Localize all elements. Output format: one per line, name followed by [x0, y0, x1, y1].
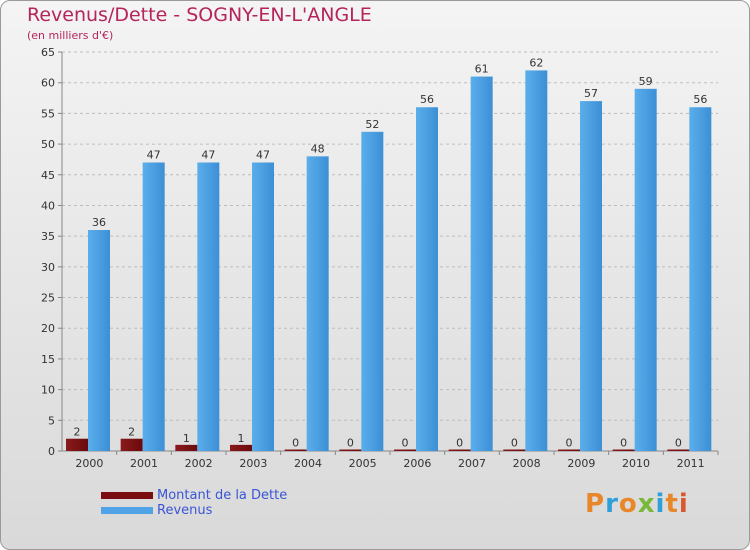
x-tick-label: 2000: [75, 457, 103, 470]
proxiti-logo: Proxiti: [585, 489, 689, 519]
bar-label-revenus: 47: [147, 148, 161, 161]
y-tick-label: 35: [41, 230, 55, 243]
bar-label-revenus: 57: [584, 87, 598, 100]
bar-label-revenus: 52: [365, 118, 379, 131]
y-tick-label: 55: [41, 107, 55, 120]
bar-revenus: [88, 230, 110, 451]
logo-letter: P: [585, 489, 606, 519]
bar-dette: [120, 438, 143, 451]
legend-label-revenus: Revenus: [157, 503, 213, 518]
x-tick-label: 2006: [403, 457, 431, 470]
bar-label-revenus: 47: [201, 148, 215, 161]
bar-dette: [558, 449, 580, 451]
bar-revenus: [361, 131, 384, 452]
logo-letter: x: [637, 489, 656, 519]
x-tick-label: 2001: [130, 457, 158, 470]
bar-revenus: [142, 162, 165, 451]
x-tick-label: 2010: [622, 457, 650, 470]
y-tick-label: 40: [41, 199, 55, 212]
x-tick-label: 2008: [513, 457, 541, 470]
bar-label-revenus: 47: [256, 148, 270, 161]
bar-label-revenus: 59: [639, 75, 653, 88]
bar-label-revenus: 48: [311, 142, 325, 155]
x-tick-label: 2007: [458, 457, 486, 470]
y-tick-label: 25: [41, 292, 55, 305]
bar-label-revenus: 61: [475, 63, 489, 76]
y-tick-label: 5: [48, 414, 55, 427]
bar-revenus: [252, 162, 274, 451]
bar-revenus: [197, 162, 220, 451]
bar-label-dette: 0: [620, 437, 627, 450]
logo-letter: i: [678, 489, 689, 519]
bar-label-revenus: 36: [92, 216, 106, 229]
bar-label-dette: 2: [128, 426, 135, 439]
bar-revenus: [689, 107, 712, 451]
bar-label-revenus: 62: [529, 56, 543, 69]
logo-letter: t: [665, 489, 679, 519]
bar-label-dette: 0: [675, 437, 682, 450]
y-tick-label: 65: [41, 46, 55, 59]
y-tick-label: 15: [41, 353, 55, 366]
y-tick-label: 0: [48, 445, 55, 458]
logo-letter: r: [605, 489, 619, 519]
y-tick-label: 45: [41, 169, 55, 182]
bar-revenus: [525, 70, 548, 452]
legend-label-dette: Montant de la Dette: [157, 488, 288, 503]
y-tick-label: 10: [41, 384, 55, 397]
bar-dette: [448, 449, 471, 451]
bar-label-dette: 0: [402, 437, 409, 450]
bar-revenus: [306, 156, 329, 451]
bar-label-dette: 0: [456, 437, 463, 450]
bar-label-dette: 0: [511, 437, 518, 450]
bar-dette: [339, 449, 362, 451]
bar-dette: [394, 449, 416, 451]
bar-dette: [66, 438, 88, 451]
x-tick-label: 2004: [294, 457, 322, 470]
x-tick-label: 2003: [239, 457, 267, 470]
bar-label-dette: 2: [74, 426, 81, 439]
chart-unit-label: (en milliers d'€): [27, 29, 114, 42]
logo-letter: o: [618, 489, 638, 519]
y-tick-label: 60: [41, 77, 55, 90]
bar-label-dette: 1: [183, 432, 190, 445]
x-tick-label: 2005: [349, 457, 377, 470]
bar-label-revenus: 56: [420, 93, 434, 106]
legend-swatch-revenus: [101, 507, 153, 514]
y-tick-label: 20: [41, 322, 55, 335]
x-tick-label: 2002: [185, 457, 213, 470]
bar-dette: [230, 444, 252, 451]
bar-revenus: [634, 88, 657, 451]
chart-title: Revenus/Dette - SOGNY-EN-L'ANGLE: [27, 4, 372, 26]
x-tick-label: 2009: [567, 457, 595, 470]
x-tick-label: 2011: [677, 457, 705, 470]
bar-revenus: [470, 76, 493, 452]
bar-dette: [612, 449, 635, 451]
bar-label-dette: 1: [238, 432, 245, 445]
logo-letter: i: [655, 489, 666, 519]
legend-item-revenus: Revenus: [101, 503, 213, 518]
bar-label-dette: 0: [566, 437, 573, 450]
bar-label-dette: 0: [347, 437, 354, 450]
bar-revenus: [416, 107, 438, 451]
bar-revenus: [580, 101, 602, 451]
bar-label-revenus: 56: [693, 93, 707, 106]
bar-dette: [503, 449, 526, 451]
legend-swatch-dette: [101, 492, 153, 499]
legend-item-dette: Montant de la Dette: [101, 488, 288, 503]
bar-dette: [284, 449, 307, 451]
y-tick-label: 50: [41, 138, 55, 151]
bar-dette: [667, 449, 690, 451]
y-tick-label: 30: [41, 261, 55, 274]
bar-dette: [175, 444, 198, 451]
bar-label-dette: 0: [292, 437, 299, 450]
